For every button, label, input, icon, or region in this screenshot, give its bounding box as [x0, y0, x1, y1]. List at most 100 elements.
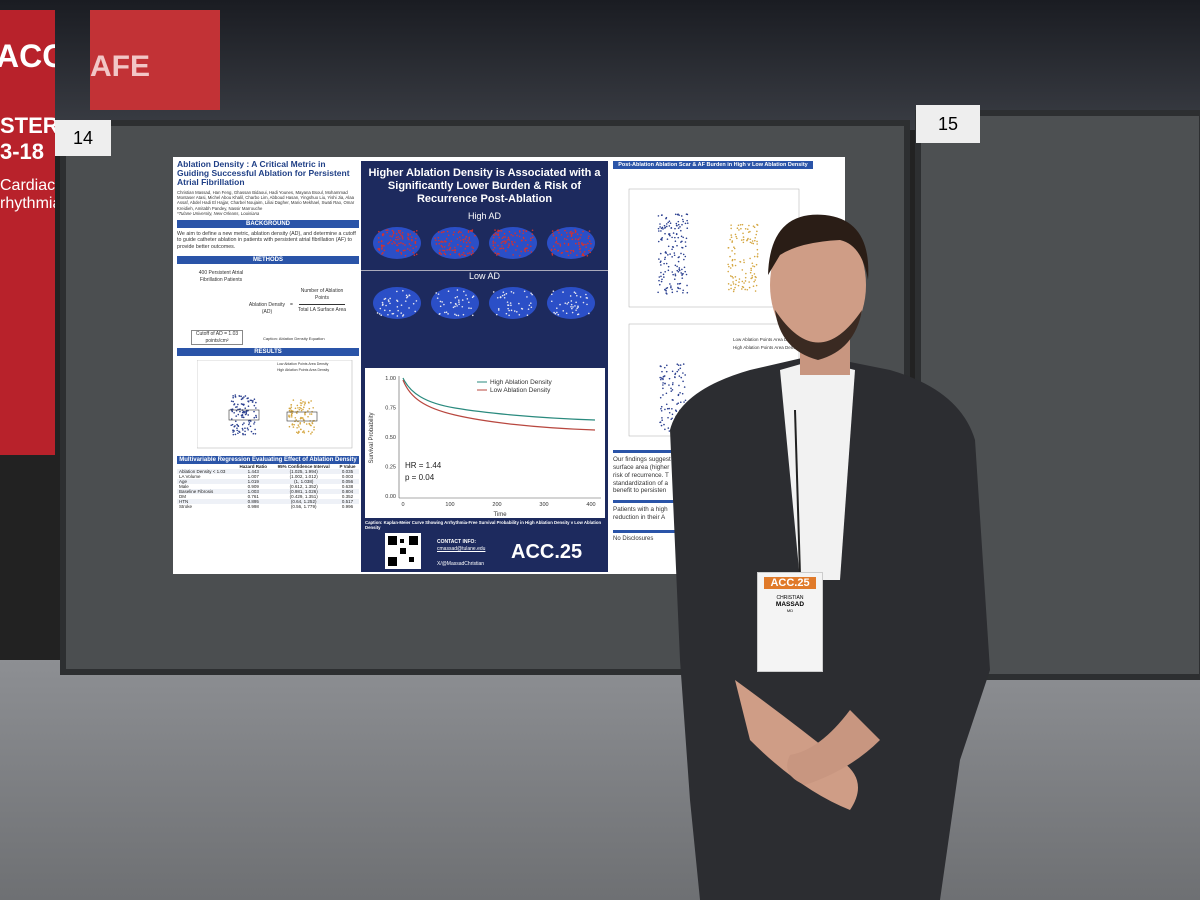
- scatter-dot: [520, 250, 523, 252]
- scatter-dot: [395, 238, 397, 240]
- scatter-dot: [381, 303, 384, 306]
- scatter-dot: [415, 299, 418, 302]
- scatter-dot: [530, 301, 532, 304]
- scatter-dot: [392, 230, 395, 233]
- scatter-dot: [664, 226, 667, 229]
- scatter-dot: [442, 249, 444, 251]
- scatter-dot: [305, 423, 308, 426]
- column-header: P Value: [339, 464, 356, 470]
- scatter-dot: [378, 312, 381, 315]
- scatter-dot: [415, 245, 417, 248]
- scatter-dot: [234, 420, 237, 423]
- scatter-dot: [508, 230, 511, 233]
- scatter-dot: [303, 404, 306, 407]
- scatter-dot: [445, 310, 448, 313]
- scatter-dot: [464, 247, 467, 250]
- scatter-dot: [411, 235, 413, 238]
- x-tick-label: 300: [539, 502, 548, 508]
- scatter-dot: [468, 251, 471, 254]
- scatter-dot: [241, 397, 244, 400]
- km-plot: High Ablation Density Low Ablation Densi…: [369, 376, 601, 518]
- scatter-dot: [742, 232, 744, 235]
- scatter-dot: [659, 396, 662, 399]
- table-cell: (1.002, 1.012): [289, 474, 318, 480]
- scatter-dot: [750, 267, 752, 270]
- scatter-dot: [462, 240, 465, 243]
- scatter-dot: [677, 364, 680, 366]
- scatter-dot: [240, 403, 243, 406]
- scatter-dot: [660, 275, 662, 278]
- scatter-dot: [453, 230, 455, 233]
- scatter-dot: [582, 301, 585, 303]
- scatter-dot: [507, 246, 509, 248]
- scatter-dot: [237, 432, 239, 435]
- scatter-dot: [297, 432, 299, 435]
- scatter-dot: [232, 401, 235, 403]
- scatter-dot: [304, 414, 306, 416]
- scatter-dot: [756, 243, 758, 245]
- scatter-dot: [389, 238, 392, 241]
- scatter-dot: [658, 283, 661, 286]
- scatter-dot: [288, 426, 291, 428]
- scatter-dot: [503, 239, 505, 242]
- methods-box: 400 Persistent Atrial Fibrillation Patie…: [198, 270, 244, 283]
- scatter-dot: [406, 295, 409, 298]
- scatter-dot: [391, 229, 394, 231]
- scatter-dot: [664, 232, 666, 235]
- table-row: Stroke 0.998 (0.56, 1.779) 0.996: [177, 504, 359, 509]
- scatter-dot: [471, 230, 473, 232]
- scatter-dot: [753, 280, 755, 283]
- scatter-dot: [255, 415, 257, 417]
- scatter-dot: [663, 423, 665, 426]
- scatter-dot: [660, 264, 662, 266]
- scatter-dot: [471, 245, 473, 248]
- table-cell: Ablation Density < 1.03: [179, 469, 226, 475]
- scatter-dot: [255, 416, 258, 419]
- scatter-dot: [496, 252, 499, 254]
- scatter-dot: [659, 223, 661, 225]
- scatter-dot: [526, 295, 528, 298]
- scatter-dot: [510, 290, 513, 293]
- scatter-dot: [527, 307, 530, 310]
- scatter-dot: [575, 308, 577, 311]
- scatter-dot: [245, 412, 248, 414]
- scatter-dot: [669, 222, 672, 224]
- scatter-dot: [301, 431, 304, 434]
- scatter-dot: [413, 253, 416, 256]
- scatter-dot: [254, 433, 257, 435]
- scatter-dot: [583, 250, 586, 253]
- scatter-dot: [451, 249, 454, 251]
- scatter-dot: [296, 405, 299, 407]
- scatter-dot: [678, 384, 680, 387]
- scatter-dot: [732, 290, 735, 293]
- scatter-dot: [684, 399, 687, 402]
- scatter-dot: [381, 252, 383, 255]
- scatter-dot: [242, 429, 244, 432]
- scatter-dot: [438, 242, 440, 245]
- scatter-dot: [740, 227, 742, 230]
- scatter-dot: [386, 228, 389, 231]
- scatter-dot: [741, 223, 744, 226]
- scatter-dot: [730, 234, 733, 236]
- scatter-dot: [454, 313, 456, 315]
- scatter-dot: [552, 232, 554, 234]
- scatter-dot: [663, 276, 665, 278]
- scatter-dot: [578, 243, 580, 245]
- scatter-dot: [253, 423, 255, 426]
- scatter-dot: [530, 306, 533, 308]
- scatter-dot: [392, 231, 395, 234]
- scatter-dot: [751, 240, 754, 242]
- scatter-dot: [492, 244, 495, 246]
- scatter-dot: [247, 401, 250, 403]
- scatter-dot: [727, 283, 730, 285]
- scatter-dot: [673, 252, 676, 254]
- scatter-dot: [733, 288, 735, 291]
- scatter-dot: [590, 242, 592, 245]
- scatter-dot: [255, 402, 257, 404]
- scatter-dot: [460, 244, 462, 247]
- scatter-dot: [520, 239, 523, 241]
- scatter-dot: [678, 375, 681, 377]
- column-header: Hazard Ratio: [239, 464, 267, 470]
- scatter-dot: [443, 230, 445, 233]
- scatter-dot: [524, 239, 527, 241]
